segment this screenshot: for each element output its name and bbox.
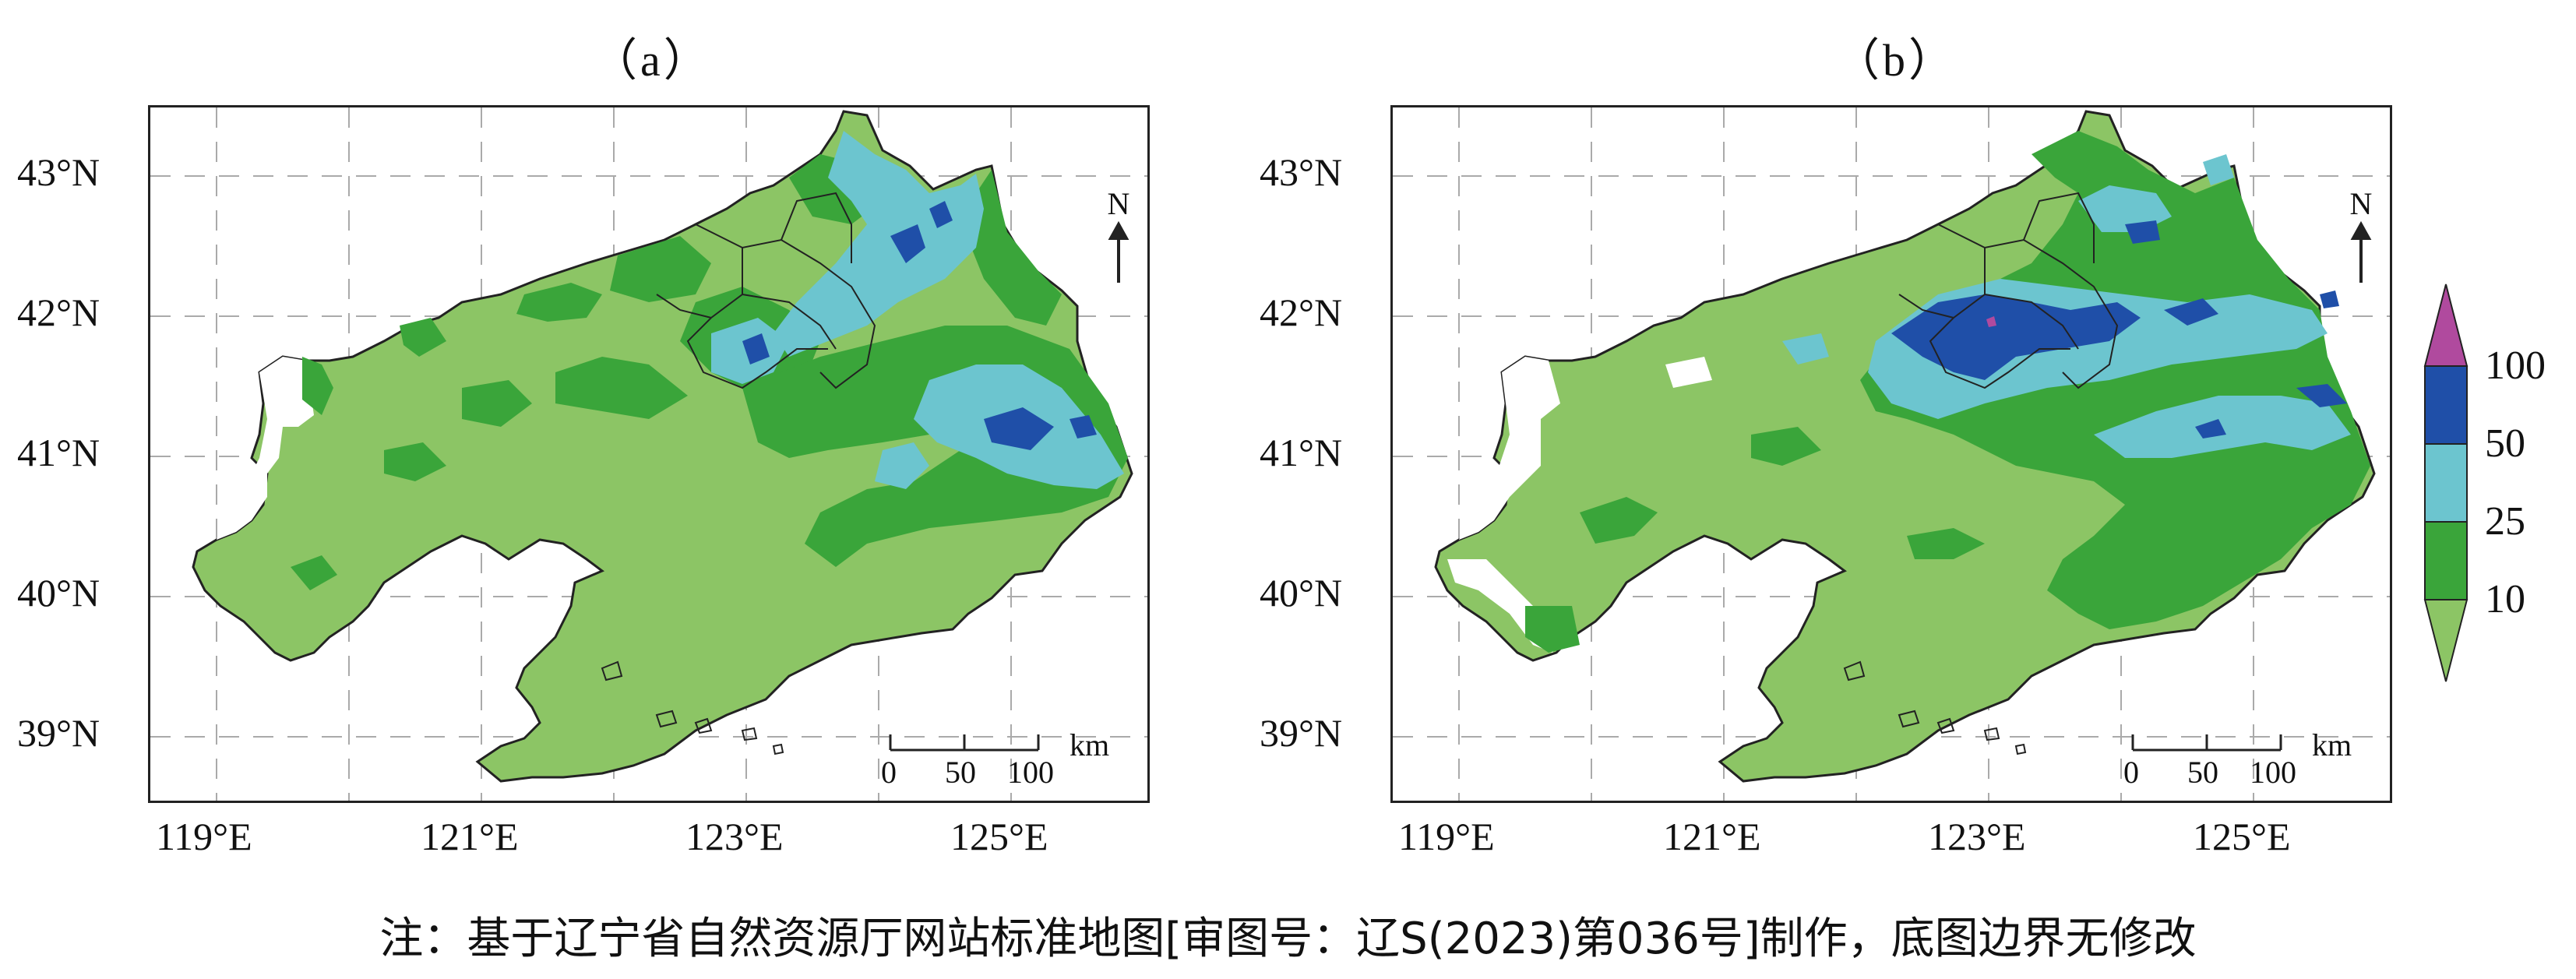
legend-swatch-25-50 bbox=[2424, 443, 2468, 523]
panel-b-lat-40: 40°N bbox=[1260, 571, 1343, 615]
legend-label-25: 25 bbox=[2485, 499, 2525, 544]
panel-a-north-label: N bbox=[1107, 186, 1130, 221]
legend-swatch-50-100 bbox=[2424, 365, 2468, 445]
panel-a-lat-42: 42°N bbox=[17, 291, 100, 334]
panel-a-scale-0: 0 bbox=[881, 755, 897, 790]
panel-a-map: N 0 50 100 km bbox=[148, 105, 1150, 803]
panel-a-title: （a） bbox=[592, 35, 712, 86]
panel-a-scale-100: 100 bbox=[1007, 755, 1054, 790]
panel-b-scale-bar bbox=[2131, 734, 2282, 752]
panel-a-north-arrow bbox=[1108, 220, 1129, 283]
panel-b-map-svg bbox=[1393, 107, 2390, 801]
panel-b-islands bbox=[1843, 660, 2027, 755]
panel-a-band-50-100 bbox=[742, 201, 1097, 450]
panel-a-scale-unit: km bbox=[1070, 727, 1110, 762]
panel-a-scale-50: 50 bbox=[945, 755, 976, 790]
panel-b-lat-42: 42°N bbox=[1260, 291, 1343, 334]
legend-swatch-10-25 bbox=[2424, 521, 2468, 600]
panel-b-scale-0: 0 bbox=[2123, 755, 2139, 790]
panel-b-lon-121: 121°E bbox=[1663, 815, 1761, 858]
panel-a-lat-41: 41°N bbox=[17, 431, 100, 474]
panel-b-title: （b） bbox=[1834, 35, 1958, 86]
panel-b-lon-125: 125°E bbox=[2193, 815, 2291, 858]
legend-swatch-gt100 bbox=[2423, 283, 2469, 367]
panel-b-lon-119: 119°E bbox=[1398, 815, 1495, 858]
panel-b-lon-123: 123°E bbox=[1928, 815, 2026, 858]
panel-b-map: N 0 50 100 km bbox=[1390, 105, 2392, 803]
panel-b-north-label: N bbox=[2349, 186, 2373, 221]
legend-label-50: 50 bbox=[2485, 421, 2525, 466]
panel-b-band-gt100 bbox=[1986, 316, 1996, 327]
panel-b-lat-43: 43°N bbox=[1260, 150, 1343, 194]
panel-a-map-svg bbox=[150, 107, 1147, 801]
panel-a-boundaries bbox=[656, 192, 876, 389]
panel-a-lat-40: 40°N bbox=[17, 571, 100, 615]
panel-b-boundaries bbox=[1898, 192, 2119, 389]
panel-b-scale-100: 100 bbox=[2250, 755, 2296, 790]
panel-b-lat-41: 41°N bbox=[1260, 431, 1343, 474]
map-source-note: 注：基于辽宁省自然资源厅网站标准地图[审图号：辽S(2023)第036号]制作，… bbox=[379, 914, 2197, 964]
legend-label-100: 100 bbox=[2485, 343, 2546, 388]
panel-b-scale-unit: km bbox=[2312, 727, 2352, 762]
panel-b-lat-39: 39°N bbox=[1260, 711, 1343, 755]
panel-a-islands bbox=[601, 660, 784, 755]
panel-b-band-50-100 bbox=[1891, 220, 2347, 438]
panel-b-band-10-25 bbox=[1525, 131, 2370, 653]
panel-a-lat-43: 43°N bbox=[17, 150, 100, 194]
legend-swatch-lt10 bbox=[2423, 599, 2469, 682]
legend-colorbar bbox=[2423, 283, 2469, 682]
panel-b-north-arrow bbox=[2350, 220, 2372, 283]
panel-a-lon-121: 121°E bbox=[421, 815, 519, 858]
panel-a-lon-119: 119°E bbox=[156, 815, 252, 858]
panel-a-lon-123: 123°E bbox=[685, 815, 784, 858]
panel-a-nodata-west bbox=[217, 357, 314, 540]
panel-a-lat-39: 39°N bbox=[17, 711, 100, 755]
panel-b-scale-50: 50 bbox=[2187, 755, 2218, 790]
legend-label-10: 10 bbox=[2485, 577, 2525, 622]
panel-a-lon-125: 125°E bbox=[950, 815, 1048, 858]
panel-a-scale-bar bbox=[889, 734, 1040, 752]
